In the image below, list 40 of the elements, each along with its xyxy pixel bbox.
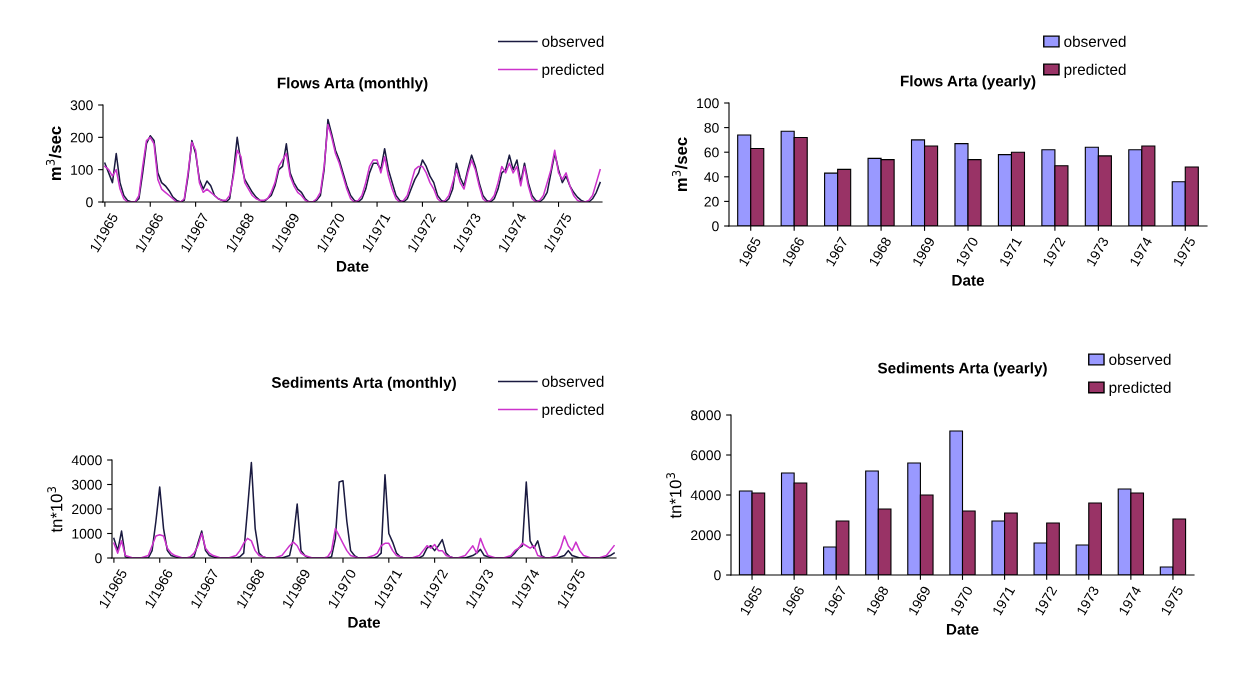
y-tick-label: 200 — [70, 132, 93, 143]
y-tick-label: 4000 — [690, 490, 721, 501]
legend-label: observed — [1109, 353, 1171, 365]
y-axis-title: tn*10$^{3}$ — [47, 486, 63, 533]
y-tick-label: 0 — [712, 221, 719, 232]
chart-title: Sediments Arta (monthly) — [271, 376, 456, 391]
y-tick-label: 0 — [714, 570, 721, 581]
y-tick-label: 2000 — [72, 504, 102, 515]
y-tick-label: 0 — [95, 553, 102, 564]
legend-label: observed — [1064, 35, 1126, 47]
y-tick-label: 2000 — [691, 530, 721, 541]
y-tick-label: 8000 — [690, 410, 721, 421]
y-tick-label: 6000 — [691, 450, 721, 461]
y-tick-label: 0 — [86, 197, 93, 208]
y-tick-label: 100 — [71, 165, 93, 175]
legend-label: observed — [542, 375, 604, 387]
y-tick-label: 60 — [704, 147, 719, 158]
chart-title: Sediments Arta (yearly) — [877, 362, 1047, 377]
legend-label: predicted — [542, 403, 604, 418]
y-axis-title: m$^{3}$/sec — [671, 137, 688, 192]
chart-title: Flows Arta (monthly) — [277, 77, 428, 92]
y-tick-label: 3000 — [71, 479, 102, 490]
legend-label: predicted — [542, 63, 604, 78]
x-axis-title: Date — [348, 617, 381, 628]
chart-title: Flows Arta (yearly) — [900, 75, 1036, 90]
y-tick-label: 80 — [704, 122, 719, 133]
legend-label: predicted — [1064, 63, 1126, 78]
y-tick-label: 100 — [697, 98, 719, 109]
y-tick-label: 1000 — [72, 528, 102, 539]
x-axis-title: Date — [336, 261, 369, 272]
y-axis-title: m$^{3}$/sec — [45, 126, 62, 181]
y-axis-title: tn*10$^{3}$ — [666, 472, 682, 519]
x-axis-title: Date — [952, 275, 985, 286]
y-tick-label: 40 — [704, 172, 719, 182]
y-tick-label: 4000 — [71, 455, 102, 466]
y-tick-label: 300 — [70, 100, 93, 111]
legend-label: observed — [542, 35, 604, 47]
legend-label: predicted — [1109, 381, 1171, 396]
y-tick-label: 20 — [704, 196, 719, 207]
x-axis-title: Date — [946, 624, 979, 635]
